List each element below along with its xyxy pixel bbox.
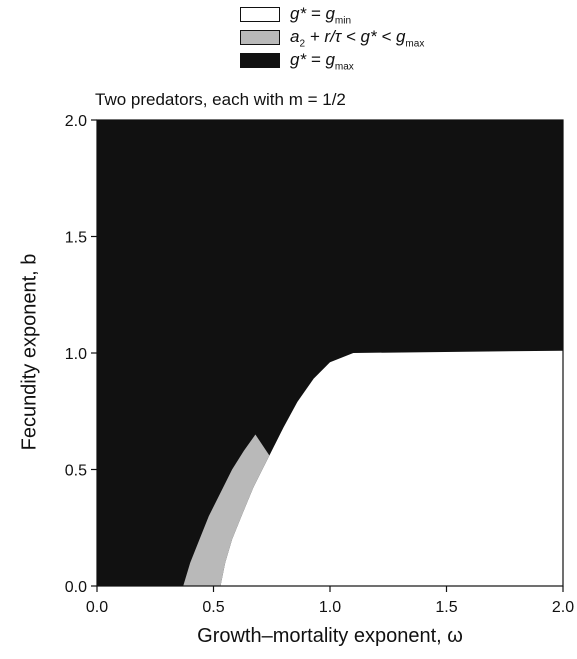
legend-item-gmin: g* = gmin <box>240 4 560 27</box>
x-tick-label: 0.0 <box>86 599 108 616</box>
y-tick-label: 2.0 <box>65 113 87 130</box>
x-tick-label: 2.0 <box>552 599 574 616</box>
legend-item-gmax: g* = gmax <box>240 50 560 73</box>
x-tick-label: 0.5 <box>202 599 224 616</box>
legend-swatch-gmax <box>240 53 280 68</box>
region-2 <box>183 434 270 586</box>
legend-swatch-intermediate <box>240 30 280 45</box>
y-axis-label: Fecundity exponent, b <box>18 253 41 451</box>
chart-subtitle: Two predators, each with m = 1/2 <box>95 90 346 109</box>
y-tick-label: 0.0 <box>65 579 87 596</box>
legend-label-gmax: g* = gmax <box>290 50 354 73</box>
x-tick-label: 1.0 <box>319 599 341 616</box>
legend-label-intermediate: a2 + r/τ < g* < gmax <box>290 27 425 50</box>
legend: g* = gmin a2 + r/τ < g* < gmax g* = gmax <box>240 4 560 73</box>
x-axis-label: Growth–mortality exponent, ω <box>197 625 463 647</box>
legend-item-intermediate: a2 + r/τ < g* < gmax <box>240 27 560 50</box>
y-tick-label: 1.5 <box>65 230 87 247</box>
region-1 <box>220 350 563 586</box>
y-tick-label: 1.0 <box>65 346 87 363</box>
y-tick-label: 0.5 <box>65 463 87 480</box>
legend-label-gmin: g* = gmin <box>290 4 352 27</box>
legend-swatch-gmin <box>240 7 280 22</box>
x-tick-label: 1.5 <box>435 599 457 616</box>
